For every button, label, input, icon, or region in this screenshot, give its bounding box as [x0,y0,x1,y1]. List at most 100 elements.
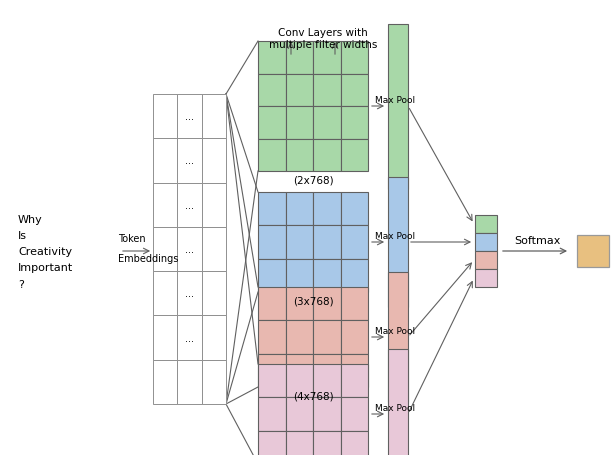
Text: (2x768): (2x768) [293,176,333,186]
Bar [258,259,285,293]
Bar [258,288,285,321]
Bar [258,354,285,387]
Text: ...: ... [185,244,194,254]
Bar [177,183,201,228]
Text: ...: ... [185,156,194,166]
Bar [258,192,285,226]
Bar [341,74,368,107]
Bar [201,360,226,404]
Bar [285,398,313,431]
Bar [341,192,368,226]
Bar [201,95,226,139]
Text: Important: Important [18,263,73,273]
Bar [475,233,497,252]
Bar [177,272,201,316]
Bar [285,226,313,259]
Bar [258,139,285,172]
Bar [313,364,341,398]
Bar [313,74,341,107]
Text: Why: Why [18,214,43,224]
Bar [313,288,341,321]
Text: Conv Layers with
multiple filter widths: Conv Layers with multiple filter widths [269,28,377,50]
Bar [388,177,408,307]
Bar [313,321,341,354]
Bar [177,139,201,183]
Bar [285,192,313,226]
Bar [258,364,285,398]
Bar [313,226,341,259]
Bar [258,42,285,74]
Bar [285,364,313,398]
Bar [341,321,368,354]
Bar [177,360,201,404]
Bar [285,107,313,139]
Text: Embeddings: Embeddings [118,253,179,263]
Bar [258,74,285,107]
Text: Max Pool: Max Pool [375,96,415,105]
Bar [201,228,226,272]
Text: (4x768): (4x768) [293,391,333,401]
Text: Max Pool: Max Pool [375,232,415,241]
Bar [177,95,201,139]
Bar [201,272,226,316]
Bar [153,272,177,316]
Bar [313,139,341,172]
Bar [153,228,177,272]
Bar [475,252,497,269]
Bar [341,354,368,387]
Bar [341,107,368,139]
Bar [313,107,341,139]
Text: ?: ? [18,279,24,289]
Bar [341,42,368,74]
Text: ...: ... [185,333,194,343]
Bar [201,139,226,183]
Bar [201,316,226,360]
Text: ...: ... [185,112,194,122]
Bar [285,42,313,74]
Bar [285,354,313,387]
Bar [258,321,285,354]
Bar [153,360,177,404]
Bar [258,398,285,431]
Text: (3x768): (3x768) [293,296,333,306]
Bar [313,192,341,226]
Bar [341,364,368,398]
Text: Creativity: Creativity [18,247,72,257]
Bar [313,259,341,293]
Bar [341,259,368,293]
Bar [313,354,341,387]
Text: Is: Is [18,231,27,241]
Bar [153,183,177,228]
Bar [285,321,313,354]
Bar [341,398,368,431]
Bar [285,139,313,172]
Text: ...: ... [185,288,194,298]
Bar [201,183,226,228]
Bar [577,236,609,268]
Bar [388,349,408,455]
Text: Max Pool: Max Pool [375,404,415,413]
Bar [388,273,408,402]
Bar [313,431,341,455]
Text: Token: Token [118,233,145,243]
Bar [341,431,368,455]
Bar [177,316,201,360]
Bar [153,139,177,183]
Bar [177,228,201,272]
Bar [341,226,368,259]
Bar [313,42,341,74]
Bar [285,431,313,455]
Bar [153,95,177,139]
Bar [388,25,408,190]
Bar [285,259,313,293]
Bar [285,288,313,321]
Bar [475,216,497,233]
Bar [313,398,341,431]
Bar [341,139,368,172]
Bar [258,226,285,259]
Text: Softmax: Softmax [514,236,561,245]
Bar [153,316,177,360]
Bar [341,288,368,321]
Text: ...: ... [185,200,194,210]
Bar [475,269,497,288]
